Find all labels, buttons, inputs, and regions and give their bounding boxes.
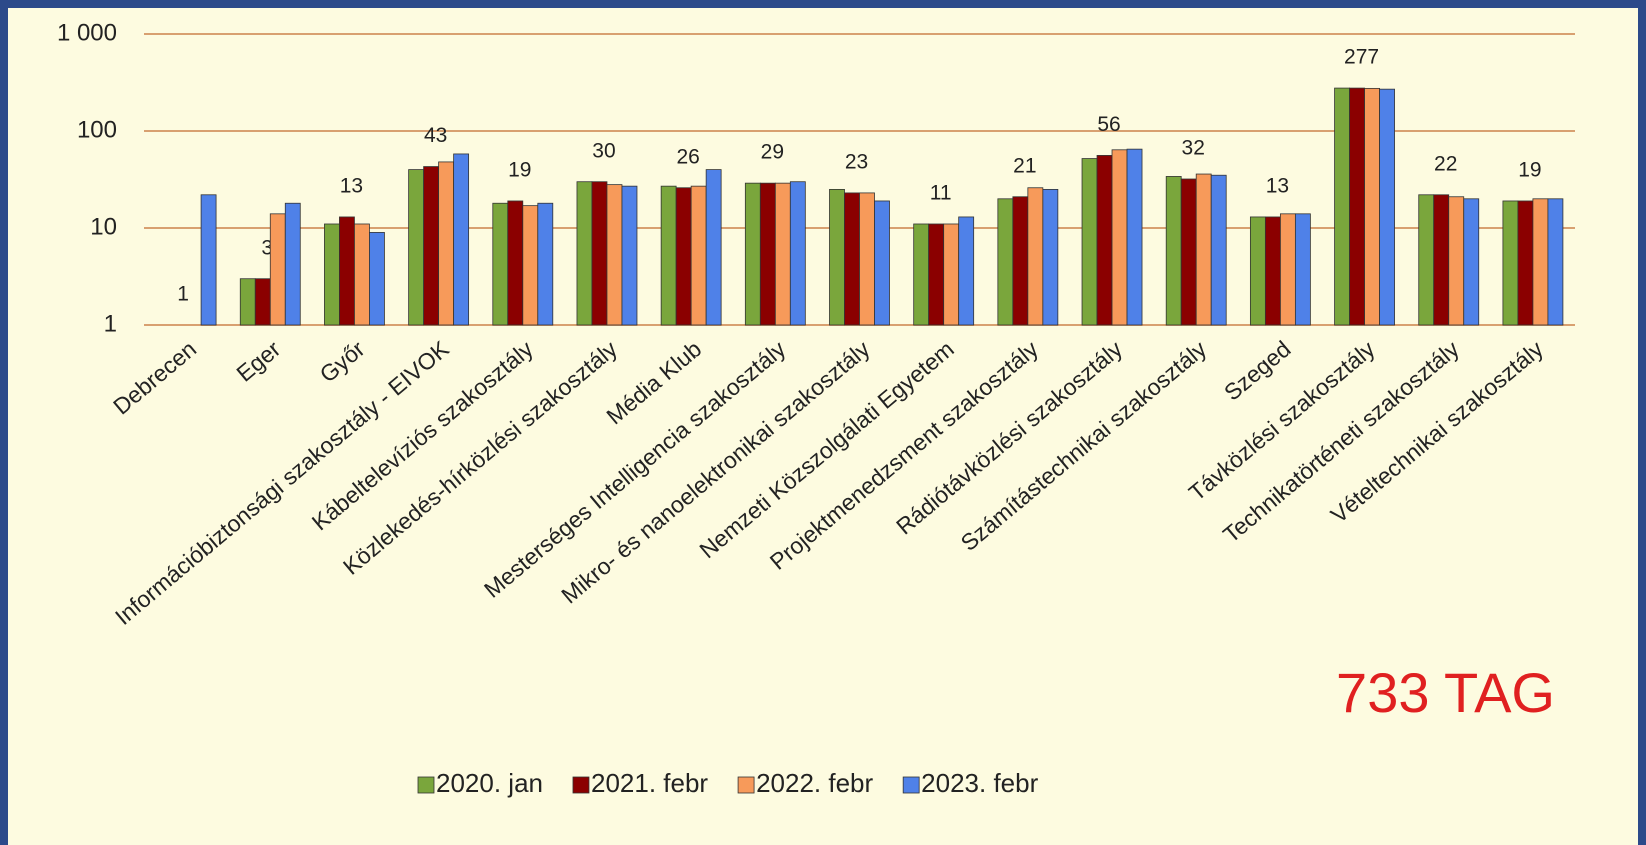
bar <box>621 185 638 326</box>
bar <box>453 153 470 326</box>
data-label: 19 <box>1518 159 1541 182</box>
data-label: 56 <box>1097 113 1120 136</box>
bar <box>1249 216 1266 326</box>
bar <box>874 200 890 326</box>
legend-label: 2020. jan <box>436 768 543 798</box>
bar <box>354 223 370 326</box>
bar <box>789 181 806 326</box>
data-label: 3 <box>261 236 273 259</box>
bar <box>1027 187 1044 326</box>
bar <box>1364 87 1380 326</box>
bar <box>522 205 539 326</box>
legend-label: 2023. febr <box>921 768 1038 798</box>
bar <box>705 169 722 326</box>
bar <box>438 161 455 326</box>
bar <box>1279 213 1296 326</box>
data-label: 23 <box>845 150 868 173</box>
bar <box>1433 194 1450 326</box>
annotation: 733 TAG <box>1336 661 1555 724</box>
bar <box>1264 216 1281 326</box>
bar <box>844 192 860 326</box>
bar <box>606 184 623 326</box>
bar <box>423 166 440 326</box>
data-label: 43 <box>424 124 447 147</box>
bar <box>1418 194 1435 326</box>
y-tick-label: 10 <box>90 213 117 240</box>
bar <box>859 192 875 326</box>
bar <box>1096 155 1113 326</box>
bar <box>1111 149 1128 326</box>
bar <box>1334 87 1350 326</box>
data-label: 29 <box>761 141 784 164</box>
bar <box>1379 88 1395 326</box>
bar <box>1180 178 1197 326</box>
bar <box>997 198 1014 326</box>
bar <box>507 200 524 326</box>
legend-label: 2022. febr <box>756 768 873 798</box>
data-label: 277 <box>1344 46 1379 69</box>
data-label: 19 <box>508 159 531 182</box>
bar <box>369 232 385 326</box>
bar <box>324 223 340 326</box>
y-tick-label: 100 <box>77 116 117 143</box>
bar <box>958 216 975 326</box>
data-label: 13 <box>340 174 363 197</box>
bar <box>1165 176 1182 326</box>
y-tick-label: 1 000 <box>57 19 117 46</box>
bar <box>913 223 930 326</box>
data-label: 11 <box>930 182 952 205</box>
bar <box>1294 213 1311 326</box>
data-label: 13 <box>1266 174 1289 197</box>
data-label: 26 <box>676 145 699 168</box>
bar <box>829 188 845 326</box>
bar <box>774 182 791 326</box>
bar <box>660 185 677 326</box>
bar <box>1349 87 1365 326</box>
legend-swatch <box>417 776 435 794</box>
bar <box>759 182 776 326</box>
bar <box>1081 158 1098 326</box>
data-label: 30 <box>592 139 615 162</box>
bar <box>1517 200 1534 326</box>
legend-label: 2021. febr <box>591 768 708 798</box>
legend-swatch <box>737 776 755 794</box>
data-label: 1 <box>177 283 189 306</box>
data-label: 21 <box>1013 154 1036 177</box>
bar <box>492 202 509 326</box>
legend-swatch <box>572 776 590 794</box>
bar <box>943 223 960 326</box>
bar <box>1547 198 1564 326</box>
bar <box>1532 198 1549 326</box>
bar <box>928 223 945 326</box>
bar <box>284 202 301 326</box>
bar <box>1448 196 1465 326</box>
bar <box>269 213 286 326</box>
bar <box>576 181 593 326</box>
bar <box>690 185 707 326</box>
legend-swatch <box>902 776 920 794</box>
bar <box>1463 198 1480 326</box>
bar <box>675 187 692 326</box>
y-tick-label: 1 <box>104 310 117 337</box>
bar <box>1126 148 1143 326</box>
bar <box>1012 196 1029 326</box>
bar <box>591 181 608 326</box>
bar <box>744 182 761 326</box>
bar <box>200 194 217 326</box>
bar <box>254 278 271 326</box>
data-label: 32 <box>1182 137 1205 160</box>
bar <box>408 169 425 326</box>
bar <box>1502 200 1519 326</box>
bar <box>1195 173 1212 326</box>
bar <box>239 278 256 326</box>
bar <box>537 202 554 326</box>
bar <box>1042 188 1059 326</box>
data-label: 22 <box>1434 152 1457 175</box>
bar <box>1210 174 1227 326</box>
bar <box>339 216 355 326</box>
